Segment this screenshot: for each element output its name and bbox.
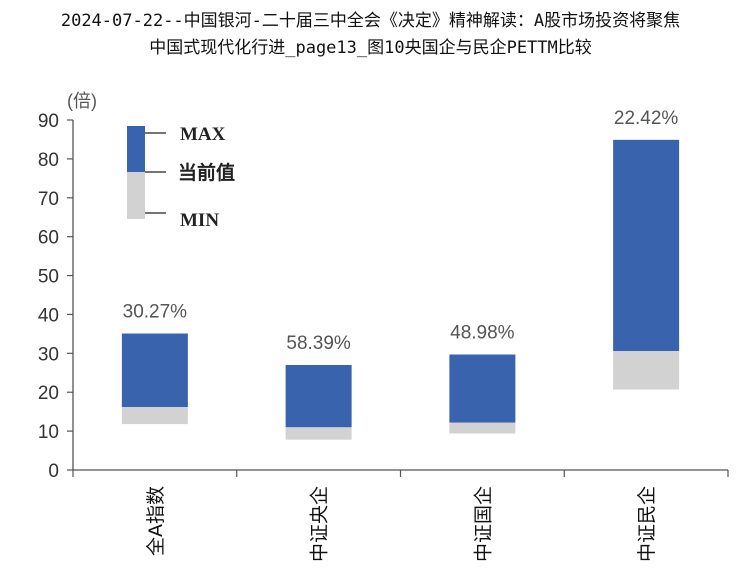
y-tick-label: 70: [38, 189, 59, 210]
x-category-label: 中证国企: [472, 486, 494, 562]
bar-upper-segment: [121, 333, 188, 407]
x-category-label: 中证央企: [309, 486, 331, 562]
y-tick-label: 0: [48, 461, 59, 482]
y-tick-label: 30: [38, 344, 59, 365]
y-tick-label: 50: [38, 267, 59, 288]
y-tick-label: 10: [38, 422, 59, 443]
axes: 0 10 20 30 40 50 60 70 80 90: [38, 111, 729, 482]
legend-upper-swatch: [127, 126, 145, 172]
bars: [121, 139, 680, 440]
legend: MAX 当前值 MIN: [127, 124, 235, 231]
bar-lower-segment: [285, 427, 352, 440]
bar-upper-segment: [613, 139, 680, 351]
x-category-label: 全A指数: [145, 486, 167, 556]
y-tick-label: 20: [38, 383, 59, 404]
percentile-label: 58.39%: [286, 333, 351, 354]
legend-max-label: MAX: [180, 124, 226, 145]
y-axis-unit-label: (倍): [67, 91, 97, 111]
bar-lower-segment: [449, 422, 516, 434]
percentile-label: 22.42%: [614, 108, 679, 129]
bar-lower-segment: [121, 407, 188, 425]
y-tick-label: 80: [38, 150, 59, 171]
legend-lower-swatch: [127, 172, 145, 219]
bar-upper-segment: [449, 354, 516, 423]
y-tick-label: 40: [38, 305, 59, 326]
x-category-label: 中证民企: [636, 486, 658, 562]
percentile-label: 48.98%: [450, 323, 515, 344]
chart-title-line-1: 2024-07-22--中国银河-二十届三中全会《决定》精神解读：A股市场投资将…: [60, 11, 681, 31]
legend-current-label: 当前值: [178, 161, 235, 184]
legend-min-label: MIN: [180, 210, 219, 231]
chart-title-line-2: 中国式现代化行进_page13_图10央国企与民企PETTM比较: [149, 38, 592, 58]
percentile-label: 30.27%: [123, 302, 188, 323]
bar-lower-segment: [613, 351, 680, 390]
bar-upper-segment: [285, 365, 352, 428]
labels: 30.27% 全A指数 58.39% 中证央企 48.98% 中证国企 22.42% 中证民企: [123, 108, 679, 562]
y-tick-label: 60: [38, 228, 59, 249]
y-tick-label: 90: [38, 111, 59, 132]
